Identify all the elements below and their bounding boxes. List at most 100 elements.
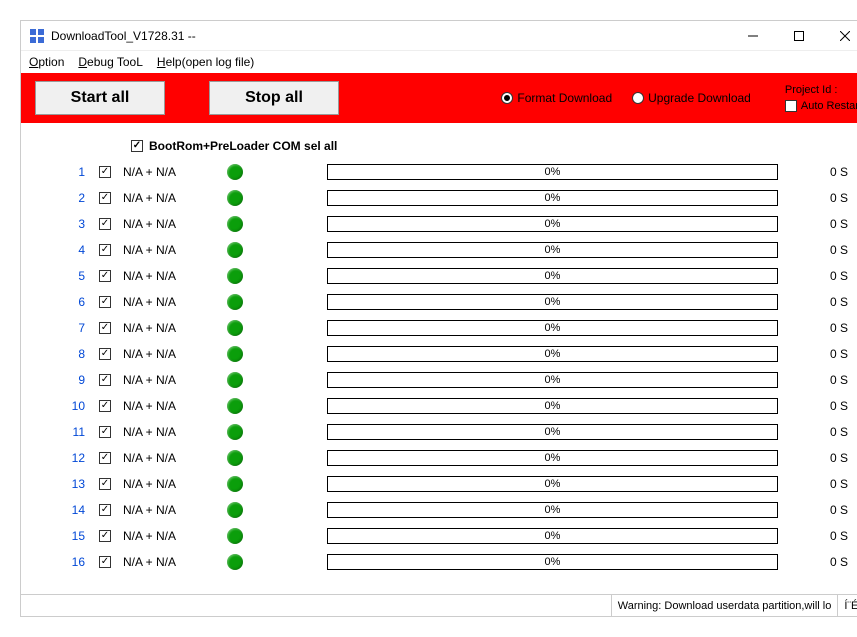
row-label: N/A + N/A — [117, 165, 227, 179]
status-dot-icon — [227, 398, 243, 414]
row-index: 6 — [49, 295, 99, 309]
row-checkbox[interactable] — [99, 322, 117, 334]
row-checkbox[interactable] — [99, 296, 117, 308]
status-dot-icon — [227, 424, 243, 440]
row-index: 3 — [49, 217, 99, 231]
row-status — [227, 242, 327, 258]
auto-restart-checkbox[interactable]: Auto Restart — [785, 100, 857, 112]
status-dot-icon — [227, 554, 243, 570]
status-dot-icon — [227, 190, 243, 206]
row-label: N/A + N/A — [117, 477, 227, 491]
row-time: 0 S — [798, 529, 848, 543]
titlebar: DownloadTool_V1728.31 -- — [21, 21, 857, 51]
row-label: N/A + N/A — [117, 269, 227, 283]
progress-bar: 0% — [327, 294, 778, 310]
row-checkbox[interactable] — [99, 452, 117, 464]
device-row: 2N/A + N/A0%0 S — [49, 187, 848, 209]
status-dot-icon — [227, 294, 243, 310]
maximize-button[interactable] — [776, 21, 822, 51]
checkbox-icon — [131, 140, 143, 152]
close-button[interactable] — [822, 21, 857, 51]
row-label: N/A + N/A — [117, 555, 227, 569]
row-status — [227, 372, 327, 388]
progress-bar: 0% — [327, 502, 778, 518]
device-row: 8N/A + N/A0%0 S — [49, 343, 848, 365]
row-checkbox[interactable] — [99, 426, 117, 438]
format-download-radio[interactable]: Format Download — [501, 91, 612, 105]
row-progress: 0% — [327, 320, 798, 336]
row-progress: 0% — [327, 450, 798, 466]
select-all-row[interactable]: BootRom+PreLoader COM sel all — [131, 139, 848, 153]
checkbox-icon — [99, 400, 111, 412]
progress-bar: 0% — [327, 346, 778, 362]
app-icon — [29, 28, 45, 44]
row-time: 0 S — [798, 555, 848, 569]
row-status — [227, 268, 327, 284]
device-row: 4N/A + N/A0%0 S — [49, 239, 848, 261]
device-row: 6N/A + N/A0%0 S — [49, 291, 848, 313]
row-checkbox[interactable] — [99, 374, 117, 386]
row-label: N/A + N/A — [117, 217, 227, 231]
checkbox-icon — [99, 192, 111, 204]
row-checkbox[interactable] — [99, 192, 117, 204]
progress-bar: 0% — [327, 268, 778, 284]
device-row: 1N/A + N/A0%0 S — [49, 161, 848, 183]
row-checkbox[interactable] — [99, 270, 117, 282]
row-progress: 0% — [327, 346, 798, 362]
checkbox-icon — [99, 322, 111, 334]
row-checkbox[interactable] — [99, 530, 117, 542]
row-label: N/A + N/A — [117, 529, 227, 543]
row-progress: 0% — [327, 242, 798, 258]
checkbox-icon — [99, 452, 111, 464]
row-index: 9 — [49, 373, 99, 387]
checkbox-icon — [99, 504, 111, 516]
row-time: 0 S — [798, 503, 848, 517]
radio-icon — [632, 92, 644, 104]
row-status — [227, 450, 327, 466]
device-row: 5N/A + N/A0%0 S — [49, 265, 848, 287]
status-dot-icon — [227, 268, 243, 284]
progress-bar: 0% — [327, 424, 778, 440]
row-checkbox[interactable] — [99, 244, 117, 256]
row-progress: 0% — [327, 554, 798, 570]
device-row: 13N/A + N/A0%0 S — [49, 473, 848, 495]
row-index: 15 — [49, 529, 99, 543]
row-time: 0 S — [798, 165, 848, 179]
row-progress: 0% — [327, 294, 798, 310]
row-time: 0 S — [798, 477, 848, 491]
row-checkbox[interactable] — [99, 556, 117, 568]
device-row: 16N/A + N/A0%0 S — [49, 551, 848, 573]
row-status — [227, 346, 327, 362]
radio-icon — [501, 92, 513, 104]
toolbar-right-panel: Project Id : Auto Restart — [785, 84, 857, 112]
row-time: 0 S — [798, 321, 848, 335]
device-row: 11N/A + N/A0%0 S — [49, 421, 848, 443]
status-dot-icon — [227, 372, 243, 388]
menu-option[interactable]: Option — [29, 55, 64, 69]
row-label: N/A + N/A — [117, 295, 227, 309]
row-checkbox[interactable] — [99, 218, 117, 230]
content-area: BootRom+PreLoader COM sel all 1N/A + N/A… — [21, 123, 857, 594]
progress-bar: 0% — [327, 554, 778, 570]
start-all-button[interactable]: Start all — [35, 81, 165, 115]
menu-help[interactable]: Help(open log file) — [157, 55, 254, 69]
status-warning: Warning: Download userdata partition,wil… — [611, 595, 838, 616]
row-status — [227, 190, 327, 206]
progress-bar: 0% — [327, 190, 778, 206]
row-checkbox[interactable] — [99, 504, 117, 516]
row-label: N/A + N/A — [117, 451, 227, 465]
app-window: DownloadTool_V1728.31 -- Option Debug To… — [20, 20, 857, 617]
upgrade-download-radio[interactable]: Upgrade Download — [632, 91, 751, 105]
checkbox-icon — [99, 374, 111, 386]
stop-all-button[interactable]: Stop all — [209, 81, 339, 115]
checkbox-icon — [99, 426, 111, 438]
row-status — [227, 528, 327, 544]
minimize-button[interactable] — [730, 21, 776, 51]
menu-debug[interactable]: Debug TooL — [78, 55, 143, 69]
row-checkbox[interactable] — [99, 400, 117, 412]
row-checkbox[interactable] — [99, 348, 117, 360]
row-checkbox[interactable] — [99, 166, 117, 178]
row-label: N/A + N/A — [117, 191, 227, 205]
row-index: 12 — [49, 451, 99, 465]
row-checkbox[interactable] — [99, 478, 117, 490]
